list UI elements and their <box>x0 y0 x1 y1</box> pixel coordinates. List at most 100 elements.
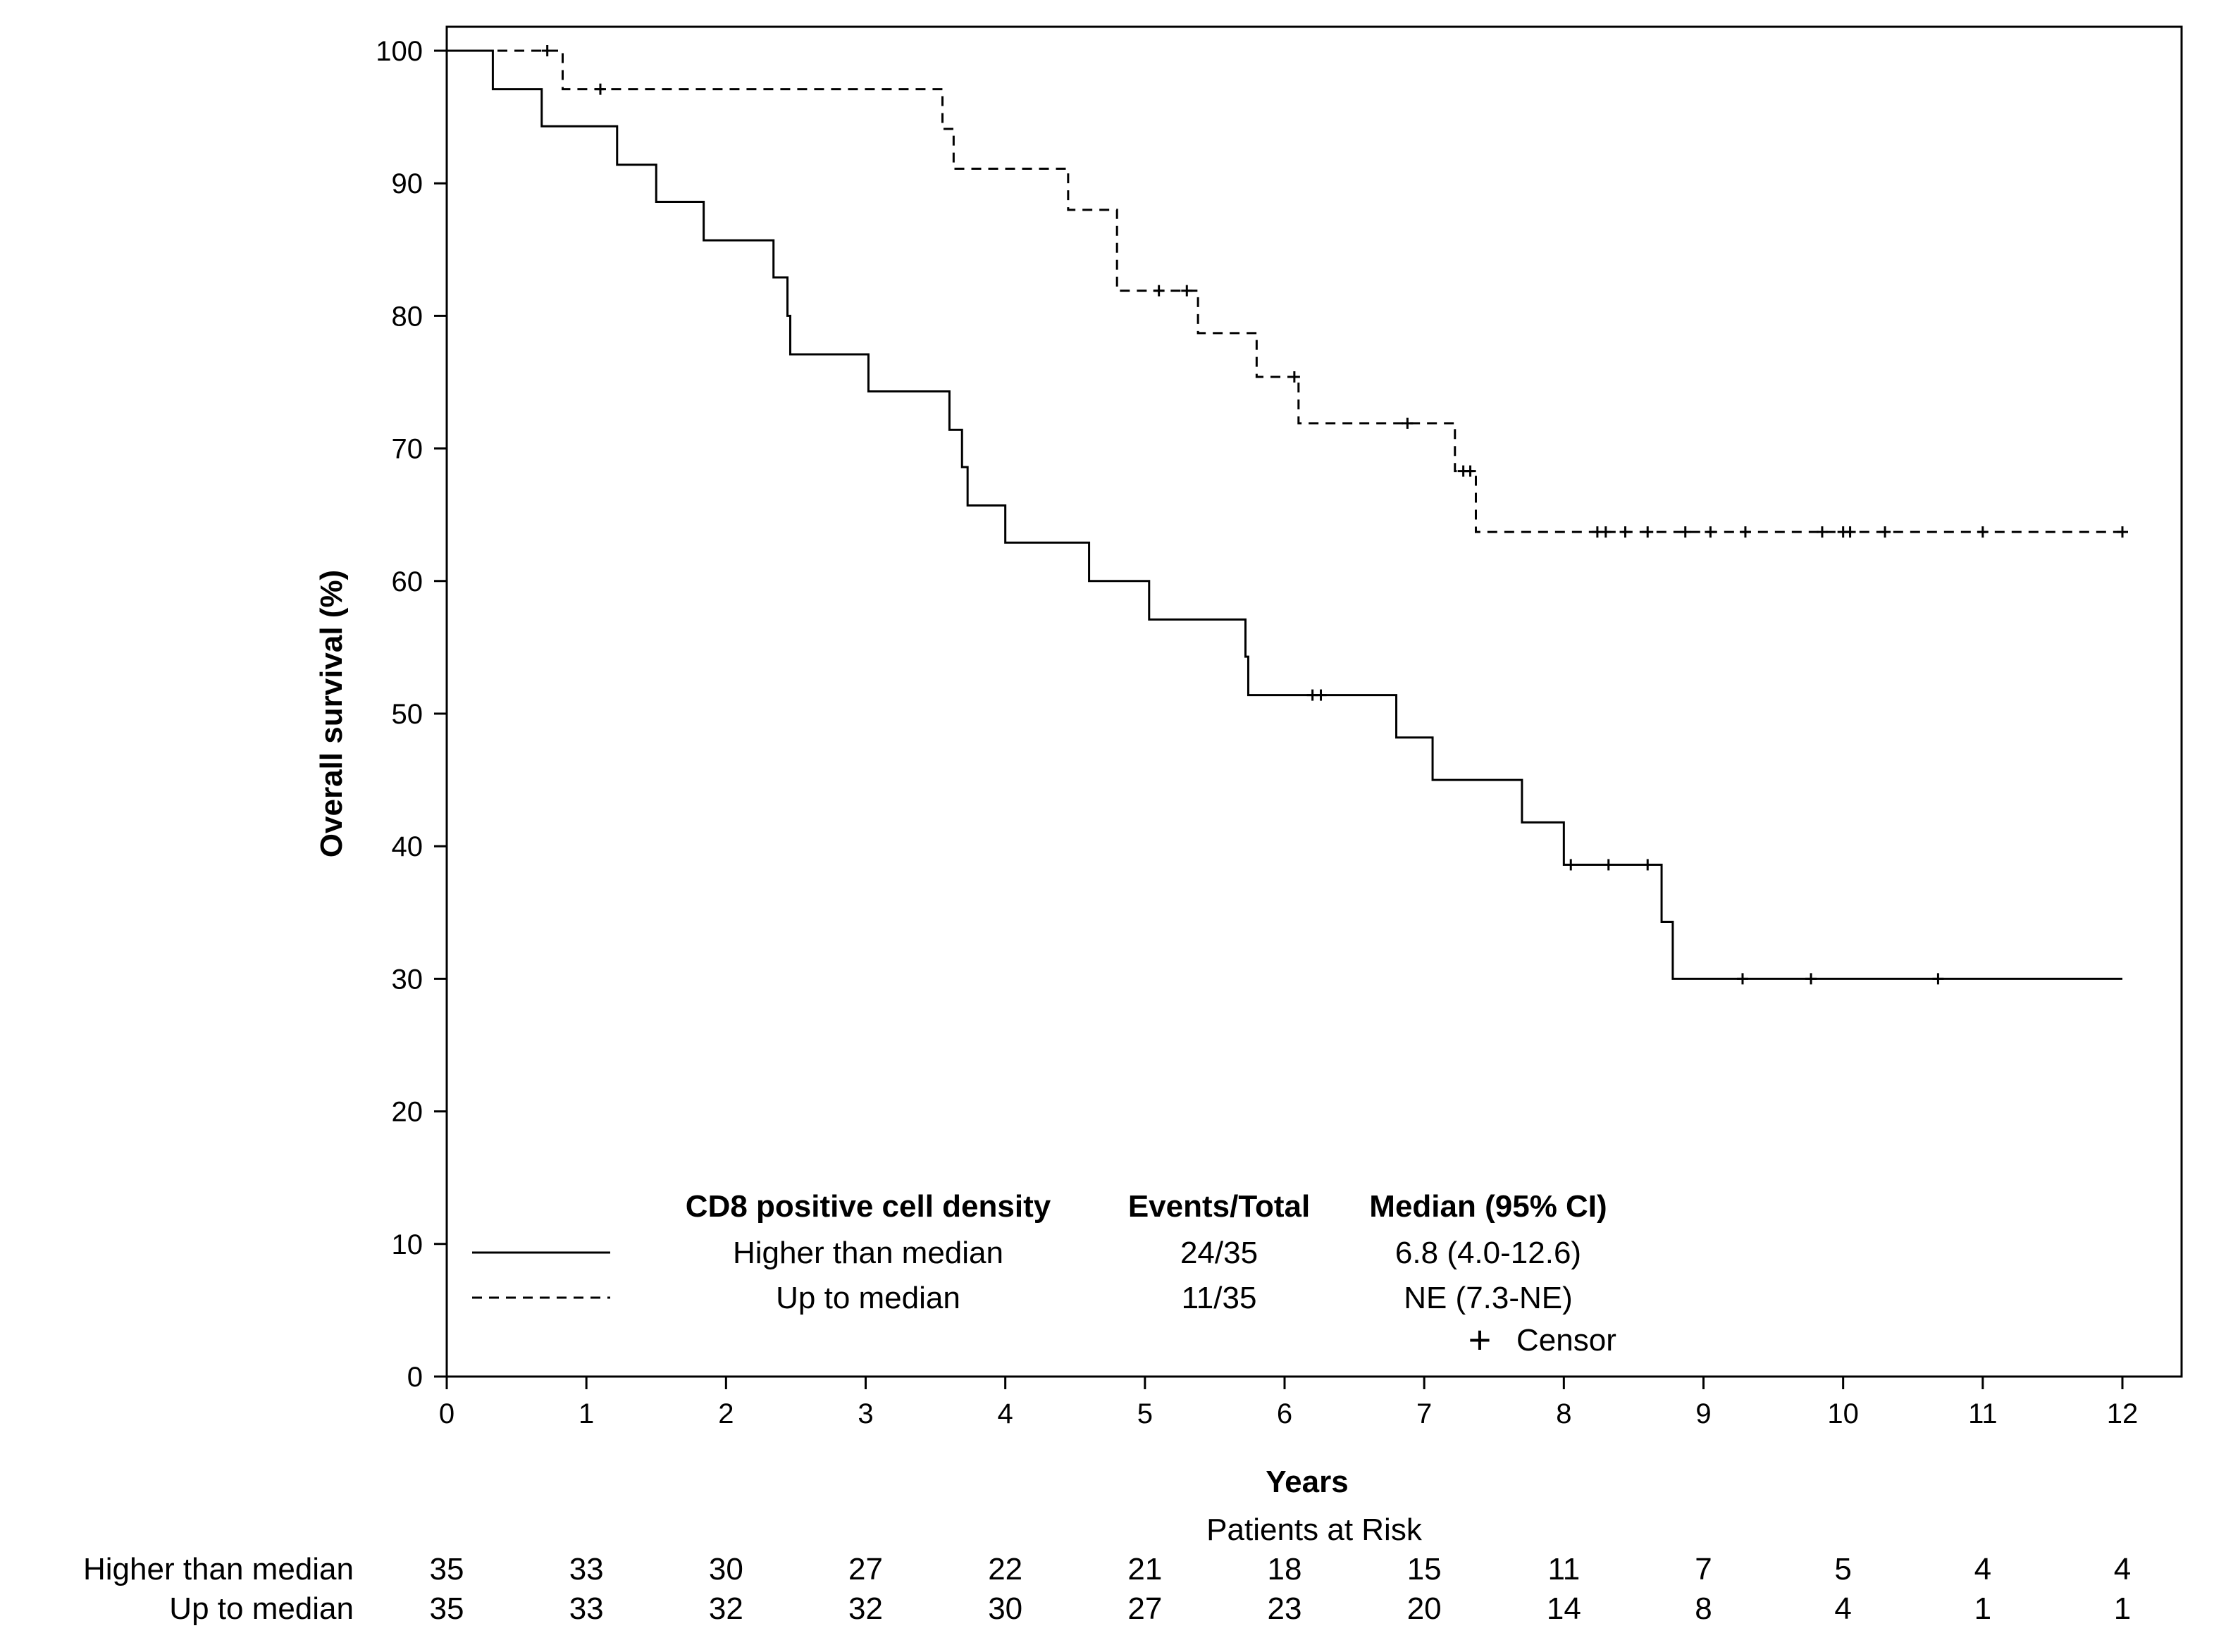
risk-count: 5 <box>1834 1552 1851 1586</box>
x-tick-label: 11 <box>1968 1398 1998 1429</box>
legend-censor-symbol: + <box>1468 1317 1492 1362</box>
x-tick-label: 12 <box>2107 1398 2139 1429</box>
y-tick-label: 10 <box>392 1229 423 1260</box>
x-tick-label: 8 <box>1556 1398 1571 1429</box>
risk-count: 33 <box>569 1552 604 1586</box>
censor-mark <box>1600 526 1612 538</box>
y-tick-label: 40 <box>392 831 423 862</box>
censor-mark <box>1679 526 1691 538</box>
risk-count: 4 <box>1834 1591 1851 1626</box>
risk-count: 27 <box>1127 1591 1162 1626</box>
risk-count: 4 <box>1974 1552 1991 1586</box>
censor-mark <box>1736 973 1748 985</box>
risk-count: 22 <box>988 1552 1022 1586</box>
y-tick-label: 60 <box>392 566 423 597</box>
censor-mark <box>1288 371 1300 383</box>
risk-count: 32 <box>848 1591 883 1626</box>
censor-mark <box>1565 859 1577 871</box>
censor-mark <box>1181 285 1193 297</box>
y-axis-title: Overall survival (%) <box>314 570 349 857</box>
legend-series-1-name: Higher than median <box>733 1236 1003 1270</box>
y-tick-label: 80 <box>392 301 423 332</box>
legend-censor-label: Censor <box>1516 1323 1616 1358</box>
x-tick-label: 2 <box>718 1398 734 1429</box>
legend-series-2-name: Up to median <box>776 1281 960 1315</box>
plot-area <box>445 25 2183 1378</box>
censor-mark <box>1844 526 1856 538</box>
x-tick-label: 10 <box>1827 1398 1859 1429</box>
survival-line-up-to-median <box>447 49 2122 533</box>
y-tick-label: 20 <box>392 1097 423 1128</box>
legend-series-1-median: 6.8 (4.0-12.6) <box>1395 1236 1581 1270</box>
censor-mark <box>1402 417 1414 429</box>
risk-counts: 35 33 30 27 22 21 18 15 11 7 5 4 435 33 32 32 30 27 23 20 14… <box>430 1552 2132 1626</box>
legend-series-1-events: 24/35 <box>1180 1236 1258 1270</box>
risk-count: 30 <box>988 1591 1022 1626</box>
legend-series-2-events: 11/35 <box>1182 1281 1257 1315</box>
legend-header-median: Median (95% CI) <box>1369 1189 1607 1224</box>
censor-mark <box>1805 973 1817 985</box>
x-tick-label: 7 <box>1416 1398 1432 1429</box>
risk-count: 7 <box>1695 1552 1712 1586</box>
x-tick-label: 9 <box>1695 1398 1711 1429</box>
y-tick-label: 30 <box>392 964 423 995</box>
censor-mark <box>1153 285 1165 297</box>
censor-marks <box>541 45 2128 985</box>
censor-mark <box>1879 526 1891 538</box>
risk-count: 18 <box>1268 1552 1302 1586</box>
risk-count: 11 <box>1547 1552 1580 1586</box>
risk-count: 30 <box>709 1552 743 1586</box>
x-tick-label: 1 <box>579 1398 594 1429</box>
x-tick-label: 3 <box>858 1398 873 1429</box>
survival-curves <box>447 49 2122 980</box>
legend-header-events: Events/Total <box>1128 1189 1310 1224</box>
risk-row-label-higher: Higher than median <box>83 1552 354 1586</box>
risk-count: 15 <box>1407 1552 1442 1586</box>
y-tick-label: 50 <box>392 699 423 730</box>
risk-count: 35 <box>430 1552 464 1586</box>
x-axis-title: Years <box>1266 1465 1348 1499</box>
risk-count: 32 <box>709 1591 743 1626</box>
patients-at-risk-table: Patients at Risk Higher than median Up t… <box>83 1513 2131 1626</box>
censor-mark <box>594 83 606 95</box>
legend-header-group: CD8 positive cell density <box>686 1189 1051 1224</box>
survival-line-higher-than-median <box>447 49 2122 980</box>
risk-row-label-up: Up to median <box>169 1591 354 1626</box>
censor-mark <box>1977 526 1989 538</box>
legend: CD8 positive cell density Events/Total M… <box>472 1189 1616 1362</box>
censor-mark <box>1315 689 1327 701</box>
plot-frame <box>445 25 2183 1378</box>
y-tick-label: 90 <box>392 168 423 199</box>
censor-mark <box>1816 526 1828 538</box>
legend-series-2-median: NE (7.3-NE) <box>1404 1281 1573 1315</box>
x-axis: 0 1 2 3 4 5 6 7 8 9 10 11 12 <box>439 1377 2138 1429</box>
x-tick-label: 5 <box>1137 1398 1153 1429</box>
risk-table-title: Patients at Risk <box>1206 1513 1423 1547</box>
censor-mark <box>1642 859 1654 871</box>
risk-count: 20 <box>1407 1591 1442 1626</box>
censor-mark <box>541 45 553 56</box>
x-tick-label: 6 <box>1277 1398 1292 1429</box>
x-tick-label: 4 <box>998 1398 1013 1429</box>
censor-mark <box>1642 526 1654 538</box>
risk-count: 27 <box>848 1552 883 1586</box>
risk-count: 35 <box>430 1591 464 1626</box>
y-axis: 0 10 20 30 40 50 60 70 80 90 100 <box>376 36 447 1393</box>
y-tick-label: 70 <box>392 434 423 465</box>
risk-count: 1 <box>2114 1591 2131 1626</box>
censor-mark <box>1739 526 1751 538</box>
y-tick-label: 100 <box>376 36 423 67</box>
y-tick-label: 0 <box>407 1362 423 1393</box>
risk-count: 1 <box>1974 1591 1991 1626</box>
risk-count: 14 <box>1547 1591 1581 1626</box>
risk-count: 33 <box>569 1591 604 1626</box>
censor-mark <box>1619 526 1631 538</box>
censor-mark <box>1932 973 1944 985</box>
censor-mark <box>2117 526 2128 538</box>
censor-mark <box>1464 465 1476 477</box>
risk-count: 21 <box>1127 1552 1162 1586</box>
risk-count: 4 <box>2114 1552 2131 1586</box>
censor-mark <box>1602 859 1614 871</box>
censor-mark <box>1705 526 1717 538</box>
